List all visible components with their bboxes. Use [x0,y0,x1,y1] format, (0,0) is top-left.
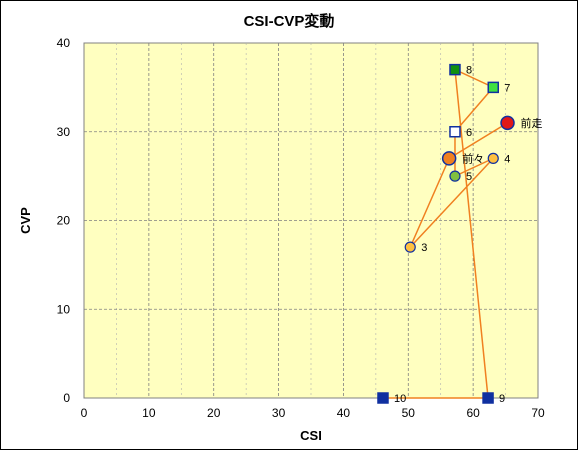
tick-labels: 0 10 20 30 40 50 60 70 0 10 20 30 40 [57,36,545,420]
data-label-5: 5 [466,171,472,183]
x-tick-label: 30 [272,406,286,420]
data-point-8 [449,63,461,76]
data-point-3 [404,241,416,253]
y-tick-label: 20 [57,214,71,228]
data-label-7: 7 [504,82,510,94]
chart-title: CSI-CVP変動 [243,13,335,30]
x-tick-label: 10 [142,406,156,420]
x-tick-label: 70 [531,406,545,420]
y-tick-label: 0 [63,391,70,405]
y-axis-title: CVP [18,207,33,234]
data-label-4: 4 [504,153,510,165]
y-tick-label: 30 [57,125,71,139]
x-axis-title: CSI [300,428,322,443]
data-point-前走 [500,115,515,131]
data-label-前々: 前々 [462,151,484,165]
grid [84,43,538,398]
data-label-前走: 前走 [521,116,543,130]
data-point-9 [482,392,494,404]
series-line [382,68,508,399]
y-tick-label: 40 [57,36,71,50]
data-point-10 [377,392,389,404]
data-label-9: 9 [499,393,505,405]
data-label-6: 6 [466,127,472,139]
x-tick-label: 20 [207,406,221,420]
data-point-4 [487,152,499,164]
data-points [377,63,515,404]
data-label-3: 3 [421,242,427,254]
y-tick-label: 10 [57,302,71,316]
data-label-8: 8 [466,65,472,77]
data-point-前々 [441,151,457,166]
x-tick-label: 60 [466,406,480,420]
data-point-5 [449,170,461,182]
data-label-10: 10 [394,393,406,405]
x-tick-label: 50 [402,406,416,420]
data-point-7 [487,81,499,94]
x-tick-label: 0 [81,406,88,420]
data-point-6 [449,126,461,138]
x-tick-label: 40 [337,406,351,420]
